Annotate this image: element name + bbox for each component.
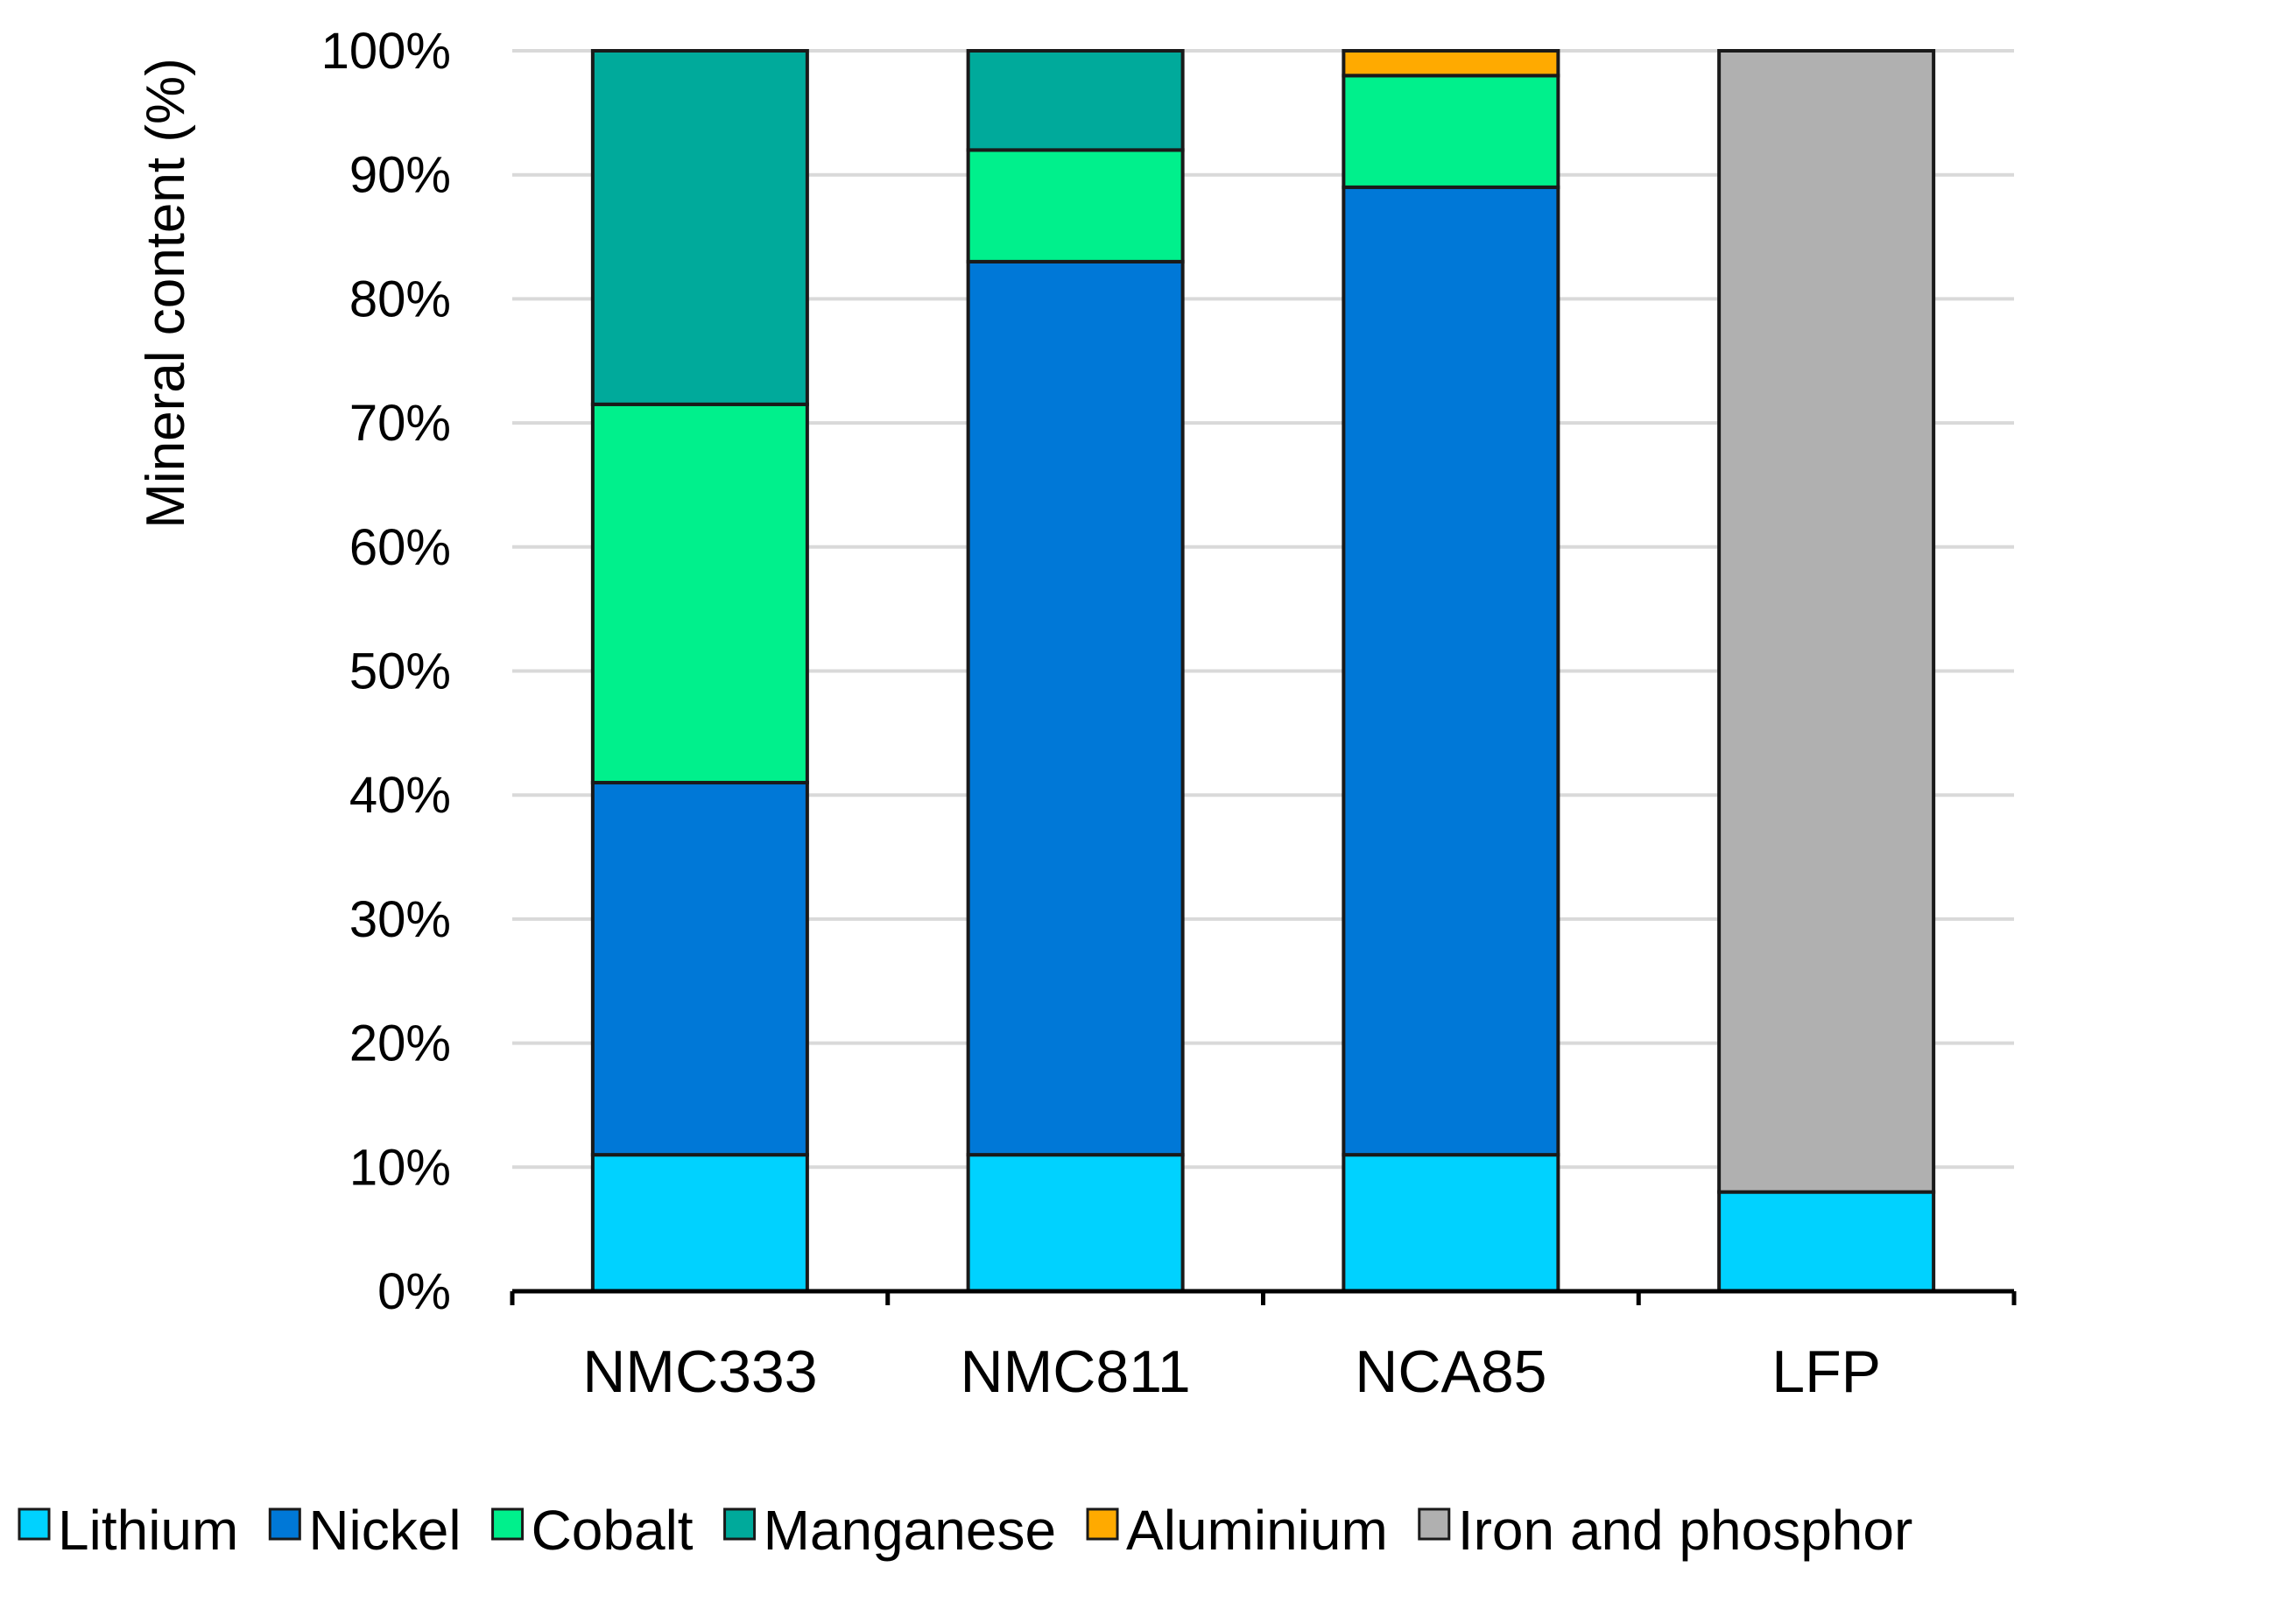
y-axis-title: Mineral content (%)	[136, 58, 196, 529]
bar-segment-lithium-nmc811	[966, 1153, 1185, 1293]
legend-swatch	[18, 1507, 51, 1541]
y-tick-labels: 0% 10% 20% 30% 40% 50% 60% 70% 80% 90% 100%	[321, 23, 451, 1320]
bar-segment-nickel-nca85	[1342, 185, 1560, 1157]
legend-label: Manganese	[764, 1499, 1056, 1562]
legend-label: Aluminium	[1126, 1499, 1388, 1562]
x-category-label: NCA85	[1355, 1339, 1546, 1405]
bar-segment-cobalt-nca85	[1342, 74, 1560, 189]
y-tick-label: 10%	[349, 1139, 451, 1196]
y-tick-label: 20%	[349, 1015, 451, 1072]
bar-segment-manganese-nmc333	[590, 49, 809, 406]
x-category-label: LFP	[1771, 1339, 1881, 1405]
bar-segment-nickel-nmc333	[590, 781, 809, 1157]
bar-segment-cobalt-nmc811	[966, 148, 1185, 263]
bar-segment-lithium-nca85	[1342, 1153, 1560, 1293]
legend-swatch	[723, 1507, 757, 1541]
y-tick-label: 70%	[349, 395, 451, 452]
bar-segment-lithium-lfp	[1717, 1190, 1936, 1294]
bar-segment-nickel-nmc811	[966, 259, 1185, 1157]
legend-label: Cobalt	[532, 1499, 694, 1562]
y-tick-label: 50%	[349, 643, 451, 700]
y-tick-label: 40%	[349, 767, 451, 824]
legend-swatch	[1418, 1507, 1451, 1541]
legend: Lithium Nickel Cobalt Manganese Aluminium Iro…	[18, 1499, 1913, 1562]
y-tick-label: 100%	[321, 23, 451, 80]
bar-segment-aluminium-nca85	[1342, 49, 1560, 78]
y-tick-label: 0%	[377, 1263, 451, 1320]
legend-swatch	[491, 1507, 525, 1541]
legend-label: Lithium	[58, 1499, 238, 1562]
bar-segment-cobalt-nmc333	[590, 402, 809, 785]
x-category-label: NMC811	[960, 1339, 1190, 1405]
legend-swatch	[1086, 1507, 1119, 1541]
legend-label: Iron and phosphor	[1458, 1499, 1913, 1562]
y-tick-label: 90%	[349, 147, 451, 204]
legend-swatch	[268, 1507, 301, 1541]
x-category-label: NMC333	[582, 1339, 817, 1405]
y-tick-label: 80%	[349, 271, 451, 327]
y-tick-label: 60%	[349, 519, 451, 576]
bar-segment-iron-and-phosphor-lfp	[1717, 49, 1936, 1194]
y-tick-label: 30%	[349, 891, 451, 948]
bar-segment-lithium-nmc333	[590, 1153, 809, 1293]
axes	[510, 1289, 2017, 1305]
x-category-labels: NMC333 NMC811 NCA85 LFP	[582, 1339, 1881, 1405]
legend-label: Nickel	[308, 1499, 461, 1562]
bar-segment-manganese-nmc811	[966, 49, 1185, 152]
bars	[590, 49, 1936, 1294]
